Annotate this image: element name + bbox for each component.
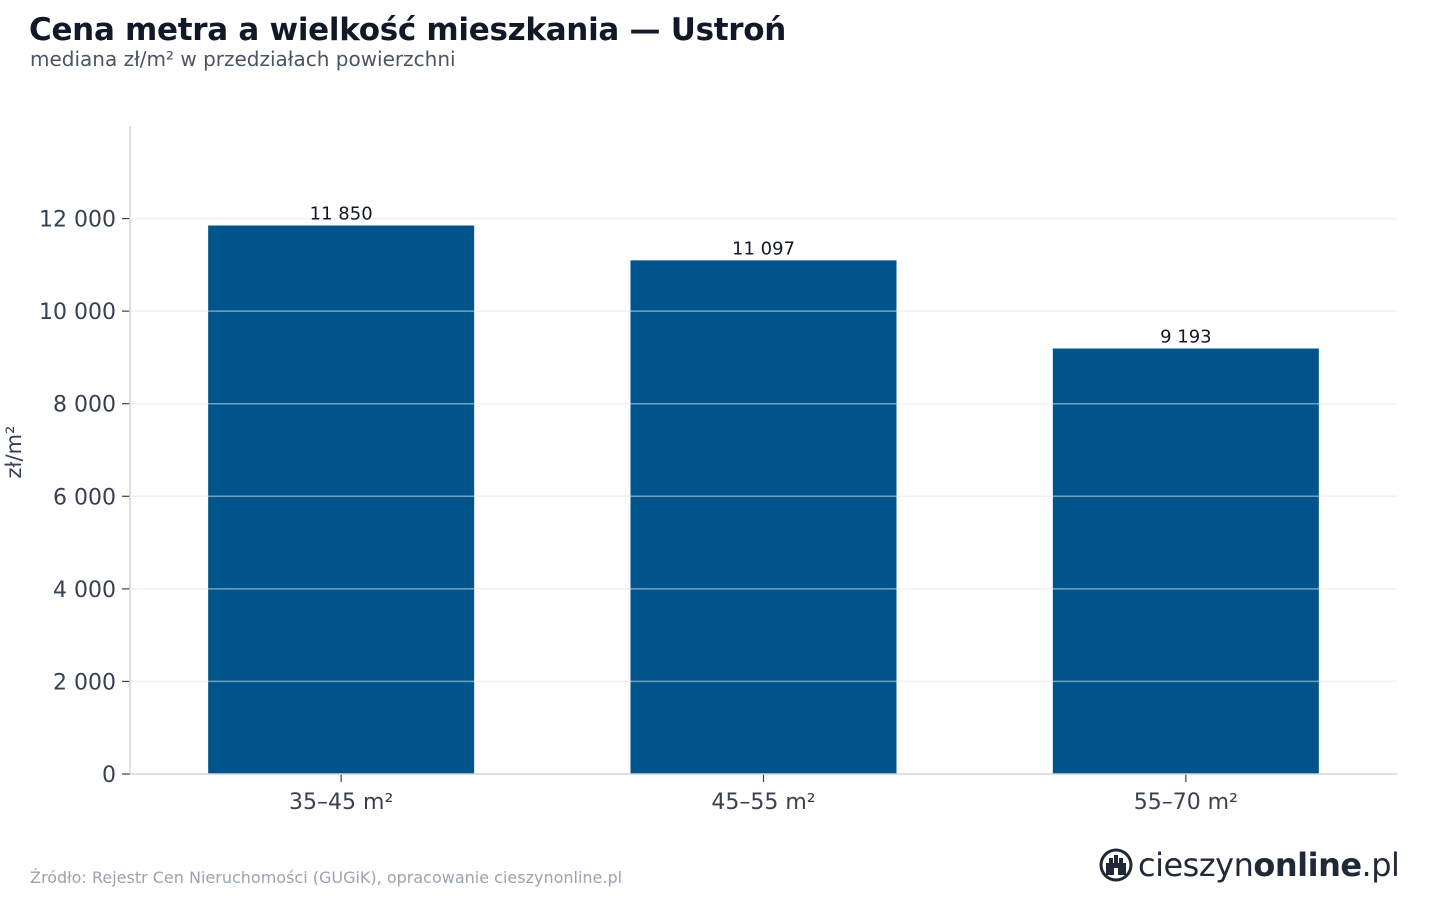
chart-title: Cena metra a wielkość mieszkania — Ustro…	[29, 12, 787, 48]
logo-text-bold: online	[1253, 846, 1362, 884]
y-tick-label: 2 000	[53, 670, 116, 695]
source-note: Źródło: Rejestr Cen Nieruchomości (GUGiK…	[30, 868, 623, 887]
bars	[130, 217, 1397, 774]
logo-text-regular: cieszyn	[1138, 846, 1254, 884]
bar-value-label: 9 193	[1160, 326, 1212, 347]
x-tick-label: 45–55 m²	[711, 790, 815, 815]
y-tick-label: 10 000	[39, 300, 116, 325]
bar	[630, 260, 897, 774]
bar	[208, 225, 475, 774]
x-tick-label: 35–45 m²	[289, 790, 393, 815]
bar-value-label: 11 097	[732, 238, 795, 259]
labels: 0 2 000 4 000 6 000 8 000 10 000 12 000 11 850 3…	[2, 204, 1238, 815]
bar-value-label: 11 850	[310, 204, 373, 225]
y-tick-label: 0	[102, 763, 116, 788]
x-tick-label: 55–70 m²	[1134, 790, 1238, 815]
y-axis-label: zł/m²	[2, 426, 26, 479]
bar	[1052, 348, 1319, 774]
y-tick-label: 6 000	[53, 485, 116, 510]
y-tick-label: 4 000	[53, 578, 116, 603]
site-logo: cieszynonline.pl	[1098, 846, 1400, 884]
logo-text: cieszynonline.pl	[1138, 846, 1400, 884]
logo-text-suffix: .pl	[1361, 846, 1400, 884]
chart-subtitle: mediana zł/m² w przedziałach powierzchni	[30, 47, 456, 71]
y-tick-label: 8 000	[53, 393, 116, 418]
logo-emblem-icon	[1099, 848, 1133, 882]
y-tick-label: 12 000	[39, 208, 116, 233]
axes	[122, 126, 1397, 782]
